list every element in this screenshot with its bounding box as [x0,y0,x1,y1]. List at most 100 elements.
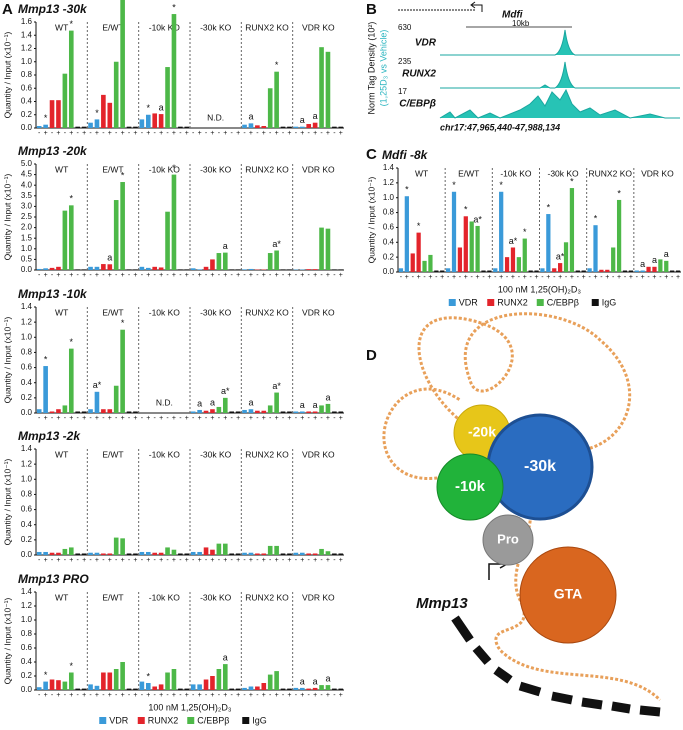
group-label: -30k KO [547,168,579,178]
annotation: a [300,400,305,410]
x-tick-label: + [676,274,680,281]
group-label: -10k KO [149,22,181,32]
y-tick-label: 0.0 [21,265,33,274]
x-tick-label: + [275,272,279,279]
x-tick-label: - [89,557,92,564]
y-tick-label: 0.0 [21,408,33,417]
x-tick-label: - [141,557,144,564]
bar [306,688,312,690]
x-tick-label: + [159,692,163,699]
annotation: * [147,671,151,681]
x-tick-label: - [115,557,118,564]
genome-browser: Norm Tag Density (10²) (1,25D₃ vs Vehicl… [366,1,680,132]
annotation: a [313,676,318,686]
legend-label: C/EBPβ [197,715,229,725]
x-tick-label: + [535,274,539,281]
bar [81,126,87,128]
bar [306,124,312,128]
x-tick-label: - [51,692,54,699]
x-tick-label: - [471,274,474,281]
bar [222,664,228,690]
bar [457,247,463,272]
x-tick-label: - [77,692,80,699]
y-tick-label: 1.4 [21,444,33,453]
x-tick-label: + [249,557,253,564]
track-signal [439,88,680,119]
legend-label: VDR [459,297,479,307]
bar [75,411,81,413]
bar [622,270,628,272]
x-tick-label: - [231,692,234,699]
bar [216,253,222,270]
x-tick-label: + [56,130,60,137]
annotation: * [172,2,176,12]
x-tick-label: - [179,557,182,564]
x-tick-label: + [121,415,125,422]
x-tick-label: - [154,272,157,279]
group-label: WT [55,307,68,317]
x-tick-label: - [269,415,272,422]
bar [248,268,254,270]
bar [528,270,533,272]
x-tick-label: + [44,415,48,422]
bar [171,549,177,555]
x-tick-label: + [641,274,645,281]
x-tick-label: + [287,692,291,699]
x-tick-label: - [333,130,336,137]
bar [152,686,158,690]
annotation: * [617,188,621,198]
chart-title: Mdfi -8k [382,148,429,162]
x-tick-label: - [320,557,323,564]
bar [171,174,177,270]
bar [36,687,42,690]
x-tick-label: + [652,274,656,281]
bar [190,684,196,690]
bar [203,547,209,555]
annotation: * [121,170,125,180]
y-tick-label: 0.4 [21,97,33,106]
annotation: a* [272,239,281,249]
bar [75,553,81,555]
y-tick-label: 0.2 [21,535,33,544]
bar [152,266,158,270]
annotation: a [325,673,330,683]
x-tick-label: - [141,272,144,279]
x-tick-label: + [249,130,253,137]
x-tick-label: - [205,557,208,564]
bar [593,225,598,272]
x-tick-label: - [231,272,234,279]
x-tick-label: + [82,272,86,279]
y-tick-label: 0.8 [21,70,33,79]
x-tick-label: + [121,130,125,137]
x-tick-label: + [108,272,112,279]
group-label: E/WT [102,449,123,459]
x-tick-label: - [218,557,221,564]
x-tick-label: + [236,692,240,699]
bar [428,254,433,272]
x-tick-label: - [671,274,674,281]
x-tick-label: - [128,130,131,137]
y-axis-label: Quantity / Input (x10⁻¹) [2,458,12,545]
x-tick-label: + [108,415,112,422]
x-tick-label: - [218,272,221,279]
annotation: a* [509,236,518,246]
x-tick-label: + [287,272,291,279]
x-tick-label: - [636,274,639,281]
x-tick-label: + [339,272,343,279]
bar [190,551,196,555]
x-tick-label: - [269,557,272,564]
group-label: -10k KO [149,164,181,174]
bar [287,269,292,270]
bar [280,126,286,128]
y-tick-label: 0.0 [383,267,395,276]
bar [540,268,545,272]
bar [36,126,42,128]
x-tick-label: + [452,274,456,281]
bar [267,545,273,555]
x-tick-label: + [44,272,48,279]
y-tick-label: 1.0 [21,474,33,483]
bar [287,411,292,413]
y-tick-label: 0.2 [383,252,395,261]
annotation: a [223,241,228,251]
x-tick-label: - [102,557,105,564]
